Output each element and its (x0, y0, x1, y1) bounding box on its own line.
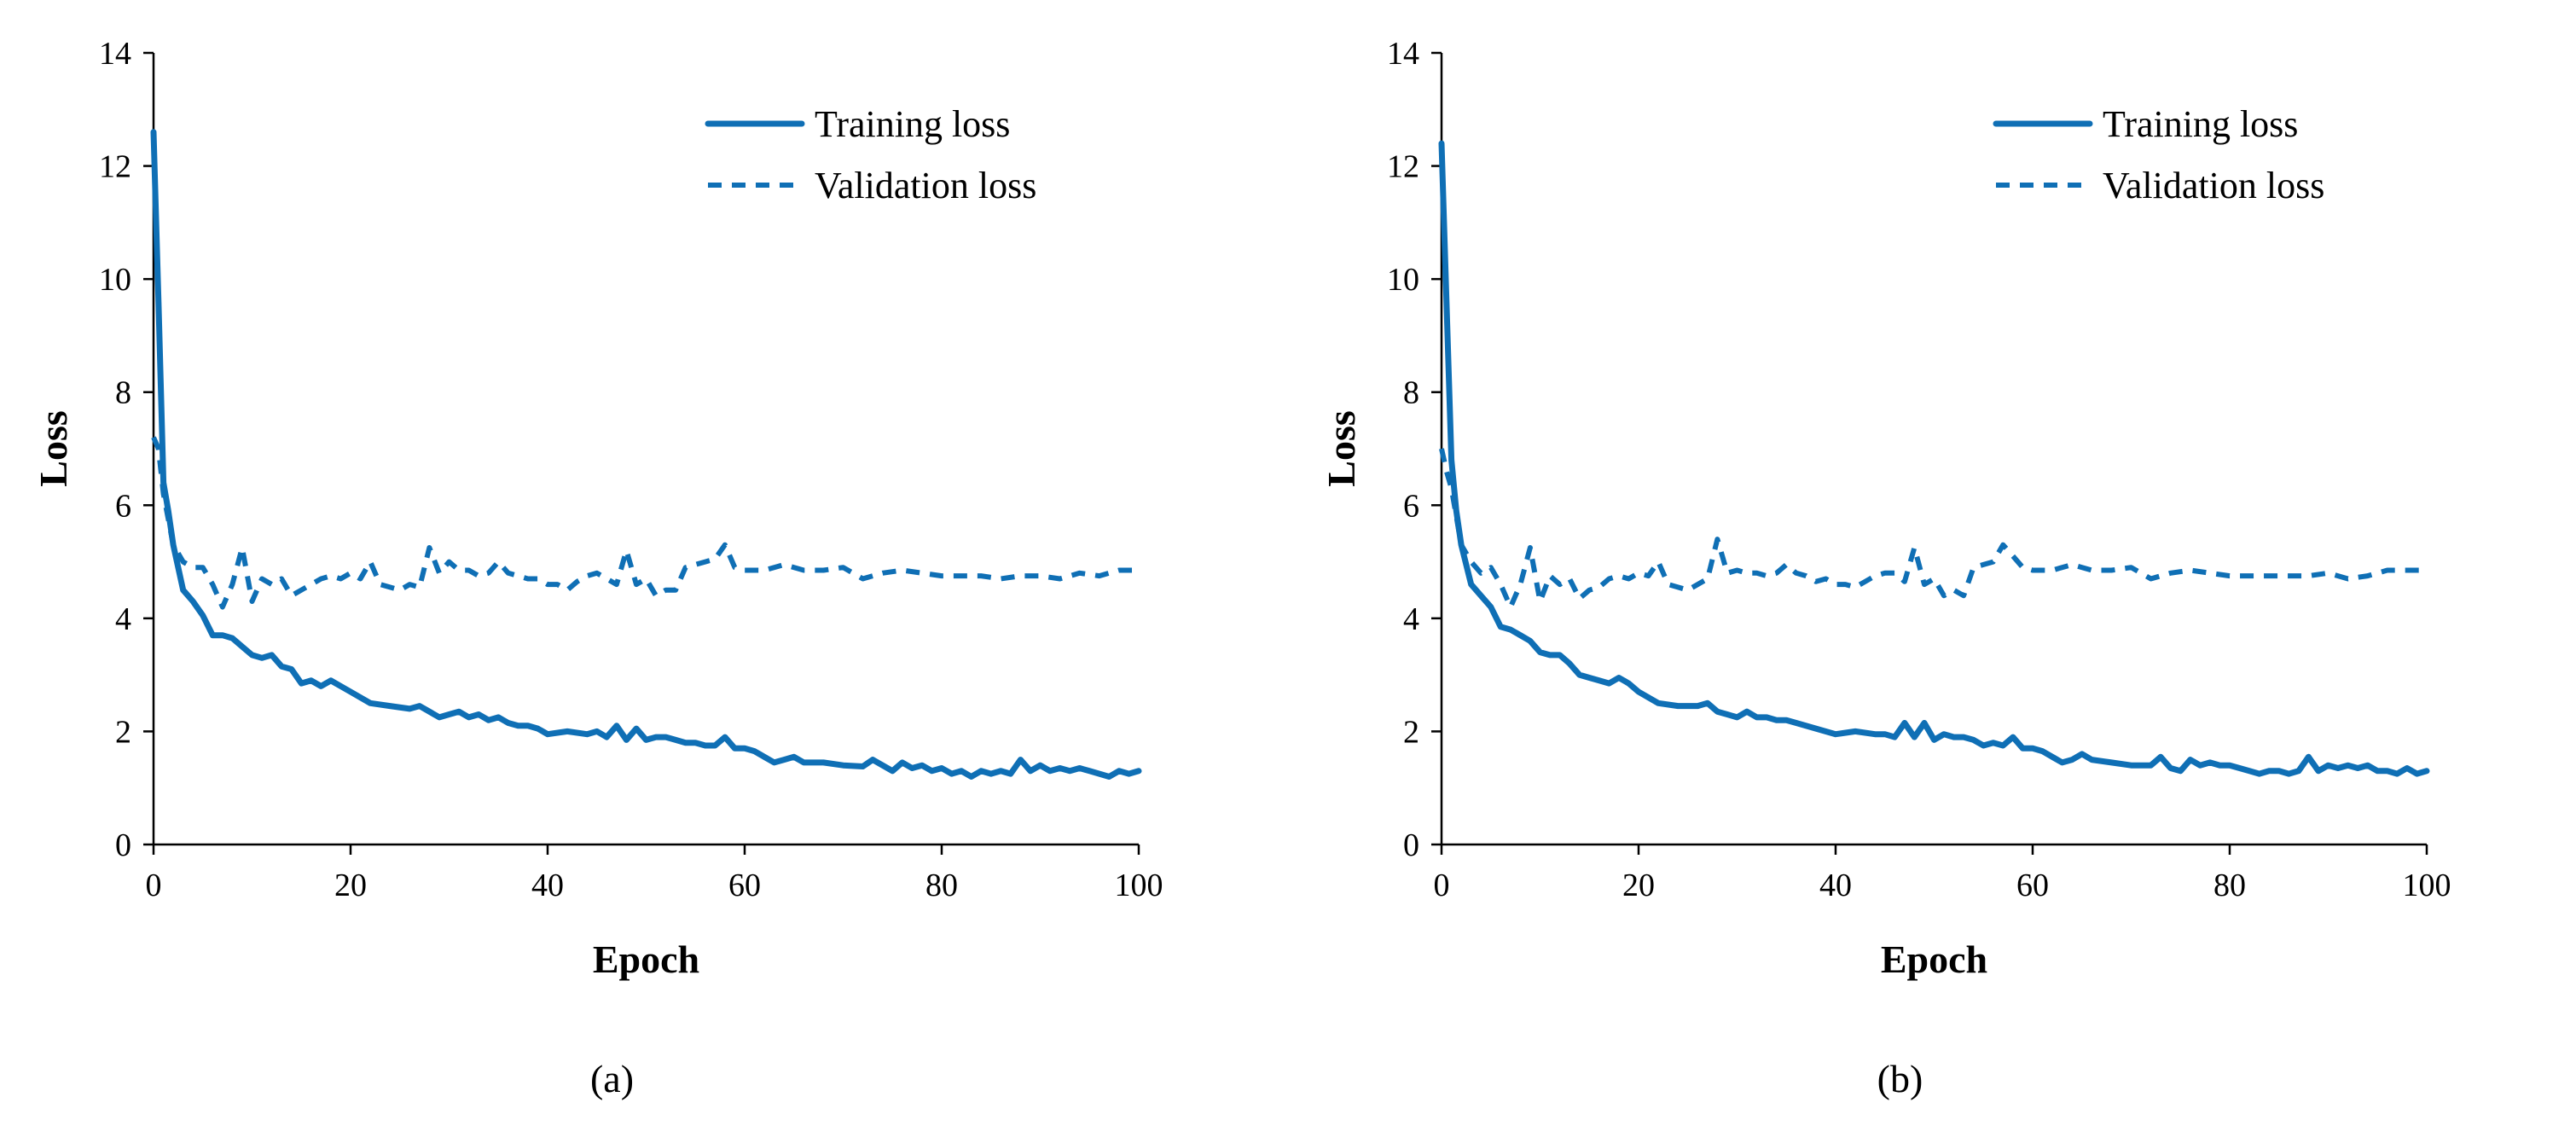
x-axis-title: Epoch (1881, 937, 1987, 981)
y-tick-label: 12 (99, 149, 131, 185)
legend-label: Validation loss (815, 165, 1036, 206)
x-tick-label: 60 (2016, 868, 2049, 903)
training-loss-line (150, 129, 1142, 780)
x-tick-label: 100 (1115, 868, 1163, 903)
y-tick-label: 10 (1387, 262, 1419, 298)
x-tick-label: 20 (1622, 868, 1655, 903)
x-tick-label: 40 (531, 868, 564, 903)
chart-panel-b: 0 2 4 6 8 10 12 14 0 20 40 60 80 100 Epoch Loss Training… (1288, 0, 2576, 1126)
panel-caption: (b) (1877, 1057, 1923, 1100)
y-tick-label: 4 (115, 601, 131, 637)
x-tick-label: 80 (2213, 868, 2246, 903)
chart-b: 0 2 4 6 8 10 12 14 0 20 40 60 80 100 Epoch Loss Training… (1320, 36, 2451, 1100)
y-tick-label: 2 (1403, 714, 1419, 750)
y-tick-label: 14 (1387, 36, 1419, 72)
validation-loss-line (151, 436, 1139, 610)
y-tick-label: 6 (1403, 488, 1419, 524)
chart-panel-a: 0 2 4 6 8 10 12 14 0 20 40 60 80 100 Epoch Loss Training… (32, 36, 1163, 1100)
legend-label: Training loss (815, 103, 1010, 145)
y-tick-label: 0 (115, 827, 131, 863)
x-tick-label: 80 (925, 868, 958, 903)
x-tick-label: 60 (728, 868, 761, 903)
y-tick-label: 6 (115, 488, 131, 524)
validation-loss-line (1439, 448, 2427, 610)
y-tick-label: 4 (1403, 601, 1419, 637)
y-tick-label: 0 (1403, 827, 1419, 863)
x-tick-label: 0 (1434, 868, 1450, 903)
y-axis-title: Loss (1320, 410, 1363, 486)
x-tick-label: 0 (146, 868, 162, 903)
training-loss-line (1438, 140, 2430, 777)
chart-a: 0 2 4 6 8 10 12 14 0 20 40 60 80 100 Epoch Loss Training… (32, 36, 1163, 1100)
y-tick-label: 12 (1387, 149, 1419, 185)
y-axis-title: Loss (32, 410, 75, 486)
legend-label: Validation loss (2103, 165, 2324, 206)
x-tick-label: 100 (2403, 868, 2451, 903)
y-tick-label: 8 (1403, 375, 1419, 411)
x-tick-label: 20 (334, 868, 367, 903)
x-tick-label: 40 (1819, 868, 1852, 903)
y-tick-label: 10 (99, 262, 131, 298)
panel-caption: (a) (590, 1057, 634, 1100)
y-tick-label: 8 (115, 375, 131, 411)
x-axis-title: Epoch (593, 937, 699, 981)
legend-label: Training loss (2103, 103, 2298, 145)
y-tick-label: 14 (99, 36, 131, 72)
y-tick-label: 2 (115, 714, 131, 750)
